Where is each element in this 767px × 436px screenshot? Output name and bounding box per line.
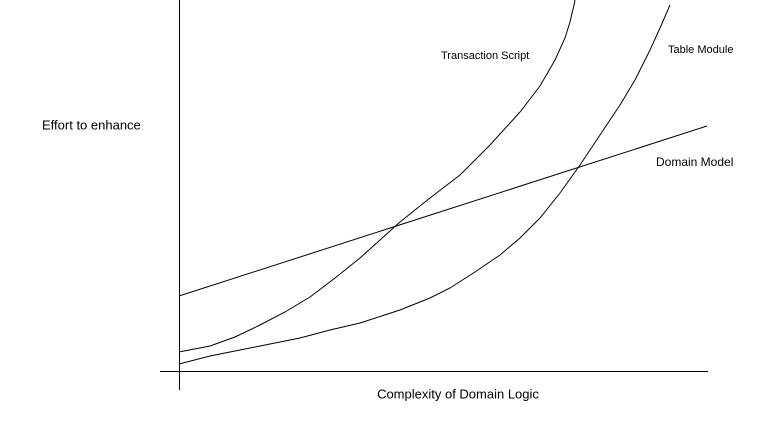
curve-label: Table Module bbox=[668, 44, 733, 56]
curve-label: Transaction Script bbox=[441, 50, 529, 62]
domain-model-line bbox=[178, 125, 708, 297]
x-axis-label: Complexity of Domain Logic bbox=[377, 386, 539, 401]
table-module-curve bbox=[178, 4, 671, 365]
y-axis-label: Effort to enhance bbox=[42, 117, 141, 132]
curve-label: Domain Model bbox=[656, 155, 733, 169]
transaction-script-curve bbox=[178, 0, 576, 353]
